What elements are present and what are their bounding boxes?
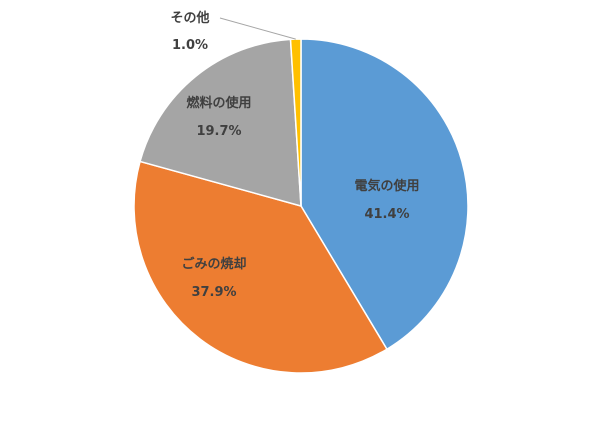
pie-slices xyxy=(133,38,469,374)
pie-slice-4 xyxy=(289,38,302,207)
pie-slice-3 xyxy=(139,38,302,208)
slice-value-label: 19.7% xyxy=(196,124,241,139)
slice-name-label: ごみの焼却 xyxy=(181,256,246,272)
pie-slice-1 xyxy=(300,38,469,351)
slice-value-label: 1.0% xyxy=(172,38,208,53)
slice-value-label: 37.9% xyxy=(191,285,236,300)
pie-labels: 電気の使用 41.4% ごみの焼却 37.9% 燃料の使用 19.7% その他 1.0% xyxy=(170,10,419,300)
slice-name-label: その他 xyxy=(170,10,209,26)
slice-name-label: 電気の使用 xyxy=(354,178,419,194)
slice-value-label: 41.4% xyxy=(364,207,409,222)
slice-name-label: 燃料の使用 xyxy=(186,95,251,111)
leader-line xyxy=(219,17,296,40)
pie-slice-2 xyxy=(133,160,388,374)
